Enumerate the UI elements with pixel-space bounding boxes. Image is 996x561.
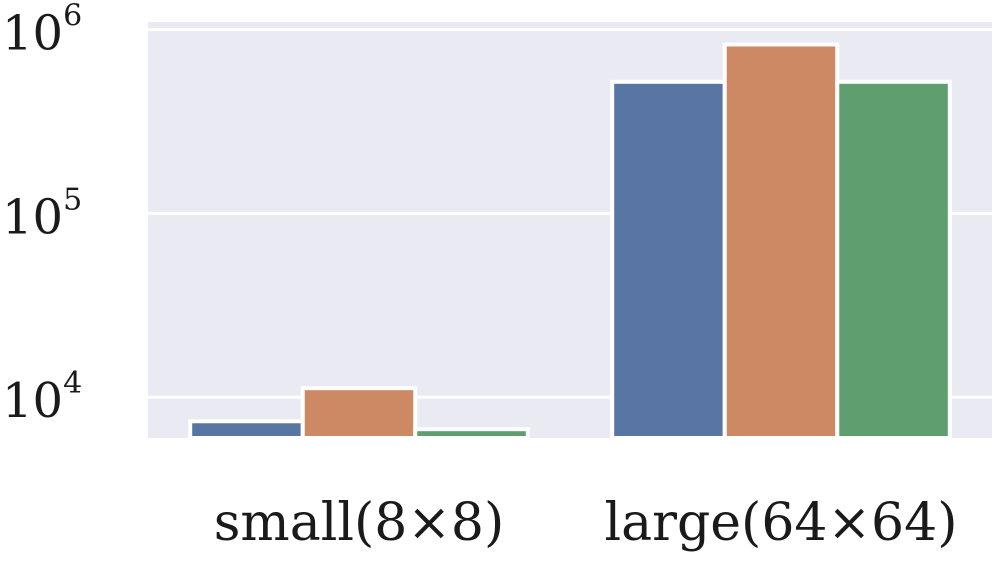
y-tick-exponent: 6: [63, 0, 82, 34]
bar: [300, 386, 418, 441]
bars: [188, 42, 952, 441]
y-tick-base: 10: [2, 373, 63, 429]
y-tick-base: 10: [2, 6, 63, 62]
y-tick-exponent: 4: [63, 366, 82, 401]
x-tick-label: large(64×64): [604, 493, 957, 553]
bar: [188, 419, 305, 441]
bar: [722, 42, 840, 440]
y-tick-label: 104: [2, 366, 82, 429]
y-tick-label: 106: [2, 0, 82, 62]
y-tick-exponent: 5: [63, 182, 82, 217]
x-tick-labels: small(8×8) large(64×64): [214, 493, 958, 553]
bar: [835, 79, 952, 440]
x-tick-label: small(8×8): [214, 493, 505, 553]
bar: [610, 79, 727, 440]
bar: [413, 427, 530, 441]
y-tick-base: 10: [2, 189, 63, 245]
y-tick-label: 105: [2, 182, 82, 245]
